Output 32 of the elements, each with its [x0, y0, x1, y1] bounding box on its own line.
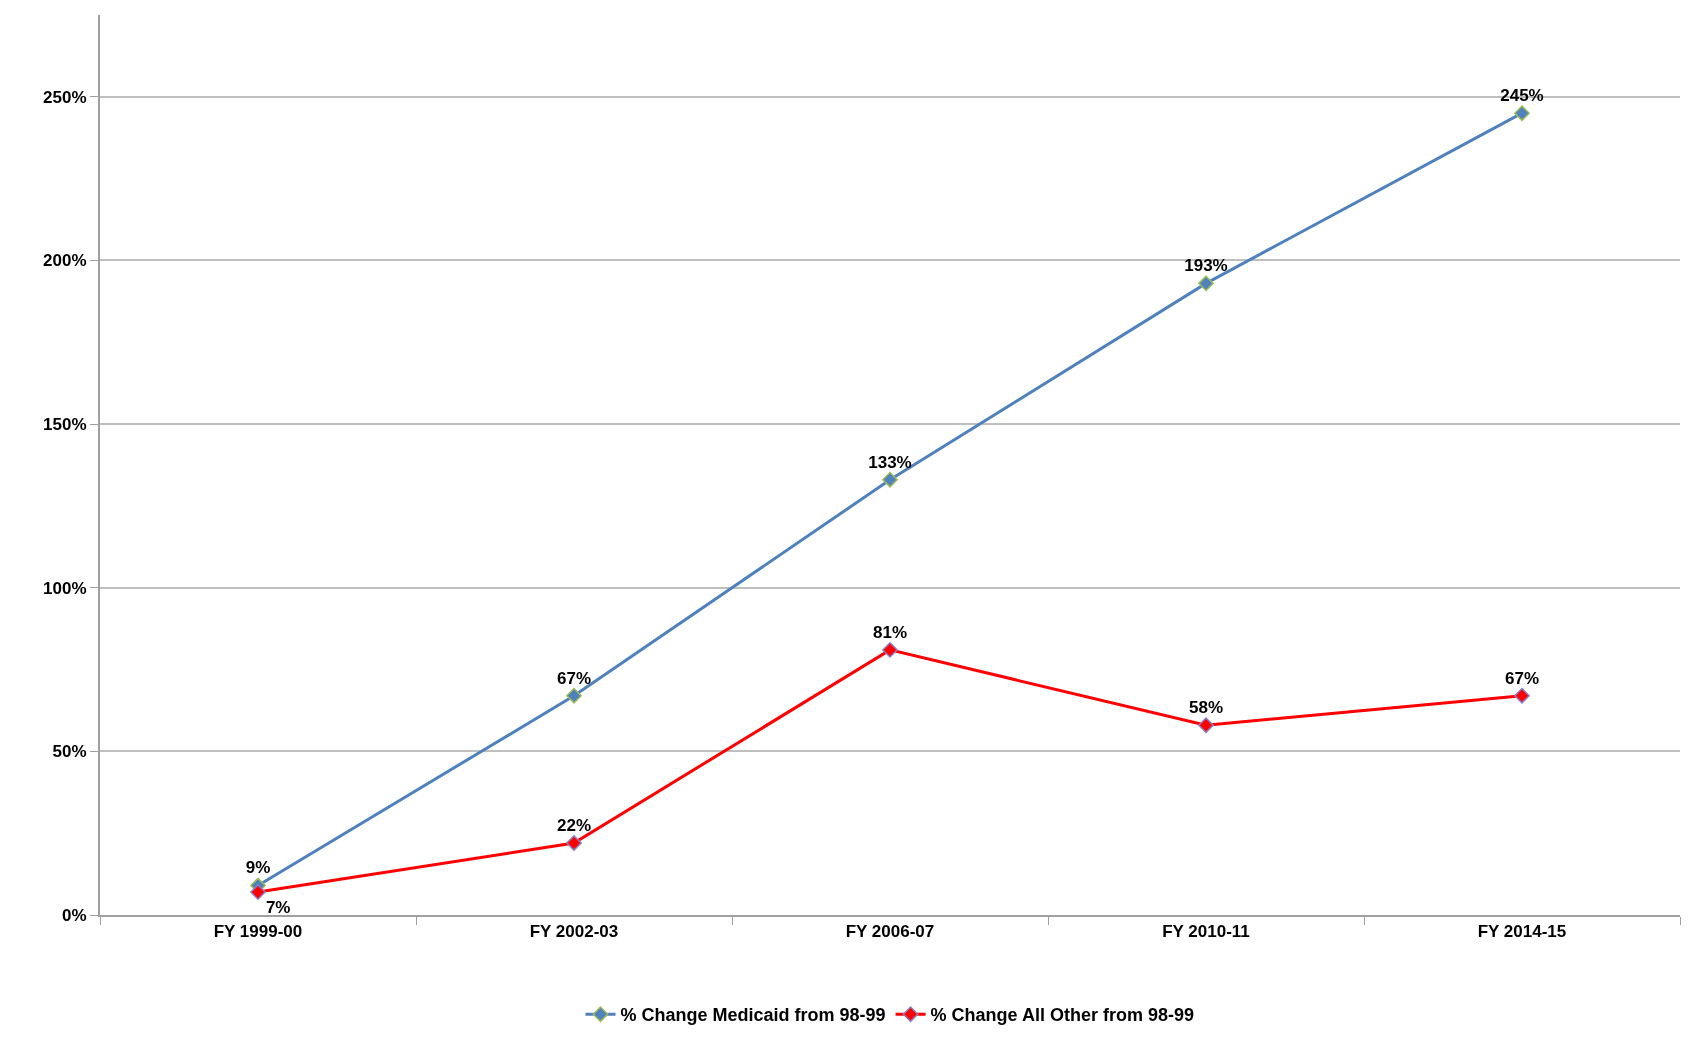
point [882, 642, 898, 658]
point [250, 884, 266, 900]
point [882, 471, 898, 488]
x-tick-label: FY 2010-11 [1162, 922, 1250, 942]
data-label: 22% [556, 815, 592, 835]
point [1514, 687, 1530, 704]
y-tick-label: 200% [43, 251, 87, 271]
y-tick-label: 0% [62, 905, 87, 925]
point [1514, 105, 1530, 122]
point [566, 687, 582, 704]
point [566, 835, 582, 851]
x-tick-label: FY 2002-03 [529, 922, 619, 942]
x-tick-label: FY 1999-00 [213, 922, 303, 942]
x-tick-label: FY 2006-07 [845, 922, 935, 942]
data-label: 133% [868, 452, 912, 472]
legend-label: % Change All Other from 98-99 [930, 1005, 1194, 1026]
x-tick-label: FY 2014-15 [1477, 922, 1567, 942]
y-tick-label: 100% [43, 578, 87, 598]
data-label: 58% [1188, 698, 1224, 718]
data-label: 67% [556, 668, 592, 688]
data-label: 193% [1184, 256, 1228, 276]
point [1198, 717, 1214, 734]
data-label: 7% [265, 897, 291, 917]
data-label: 67% [1504, 668, 1540, 688]
y-tick-label: 150% [43, 415, 87, 435]
data-label: 245% [1500, 86, 1544, 106]
legend-label: % Change Medicaid from 98-99 [620, 1005, 886, 1026]
y-tick-label: 250% [43, 87, 87, 107]
y-tick-label: 50% [52, 742, 87, 762]
data-label: 81% [872, 622, 908, 642]
point [1198, 275, 1214, 292]
data-label: 9% [245, 858, 271, 878]
